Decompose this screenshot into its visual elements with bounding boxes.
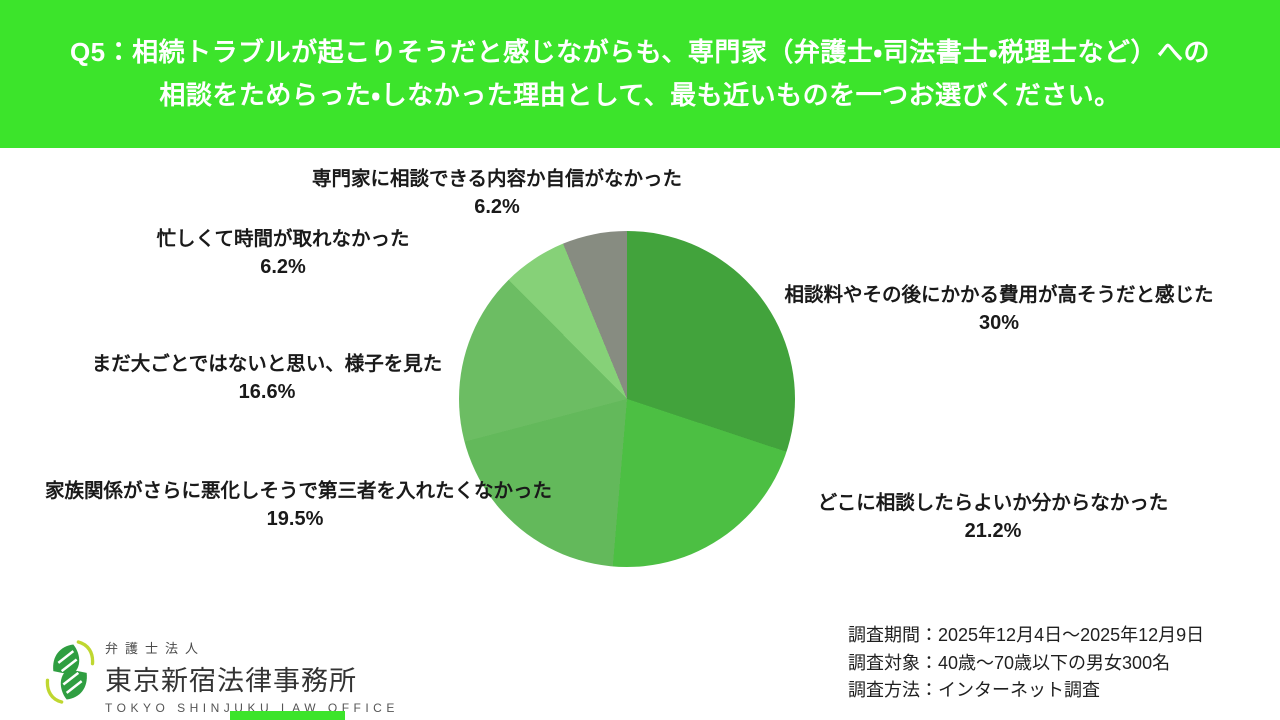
survey-info: 調査期間：2025年12月4日〜2025年12月9日 調査対象：40歳〜70歳以… [848, 622, 1204, 705]
pie-label-where-to-consult-pct: 21.2% [964, 520, 1022, 542]
pie-label-wait-and-see: まだ大ごとではないと思い、様子を見た 16.6% [67, 351, 467, 406]
law-office-logo: 弁護士法人 東京新宿法律事務所 TOKYO SHINJUKU LAW OFFIC… [45, 630, 399, 715]
question-line-2: 相談をためらった・しなかった理由として、最も近いものを一つお選びください。 [159, 80, 1121, 110]
pie-label-wait-and-see-pct: 16.6% [238, 381, 296, 403]
pie-label-no-confidence-pct: 6.2% [474, 196, 520, 218]
pie-label-too-busy-pct: 6.2% [260, 256, 306, 278]
pie-label-family-relations-text: 家族関係がさらに悪化しそうで第三者を入れたくなかった [45, 480, 553, 502]
bottom-green-strip [230, 711, 345, 720]
law-office-logo-mark [45, 640, 95, 704]
pie-label-high-cost-pct: 30% [978, 312, 1020, 334]
pie-label-no-confidence-text: 専門家に相談できる内容か自信がなかった [311, 168, 683, 190]
logo-subtitle: 弁護士法人 [105, 641, 206, 656]
pie-chart [459, 231, 795, 567]
law-office-logo-text: 弁護士法人 東京新宿法律事務所 TOKYO SHINJUKU LAW OFFIC… [105, 630, 399, 715]
pie-label-where-to-consult-text: どこに相談したらよいか分からなかった [817, 492, 1169, 514]
pie-label-wait-and-see-text: まだ大ごとではないと思い、様子を見た [91, 353, 443, 375]
pie-label-too-busy-text: 忙しくて時間が取れなかった [156, 228, 410, 250]
survey-target: 調査対象：40歳〜70歳以下の男女300名 [848, 652, 1171, 673]
pie-label-family-relations-pct: 19.5% [266, 508, 324, 530]
question-line-1: Q5：相続トラブルが起こりそうだと感じながらも、専門家（弁護士・司法書士・税理士… [69, 37, 1211, 67]
pie-label-family-relations: 家族関係がさらに悪化しそうで第三者を入れたくなかった 19.5% [45, 478, 553, 533]
pie-label-no-confidence: 専門家に相談できる内容か自信がなかった 6.2% [297, 166, 697, 221]
pie-label-high-cost-text: 相談料やその後にかかる費用が高そうだと感じた [784, 284, 1214, 306]
logo-name: 東京新宿法律事務所 [105, 666, 357, 696]
pie-label-too-busy: 忙しくて時間が取れなかった 6.2% [83, 226, 483, 281]
pie-label-high-cost: 相談料やその後にかかる費用が高そうだと感じた 30% [779, 282, 1219, 337]
question-banner: Q5：相続トラブルが起こりそうだと感じながらも、専門家（弁護士・司法書士・税理士… [0, 0, 1280, 148]
survey-period: 調査期間：2025年12月4日〜2025年12月9日 [848, 625, 1205, 645]
pie-label-where-to-consult: どこに相談したらよいか分からなかった 21.2% [793, 490, 1193, 545]
survey-method: 調査方法：インターネット調査 [848, 680, 1100, 700]
